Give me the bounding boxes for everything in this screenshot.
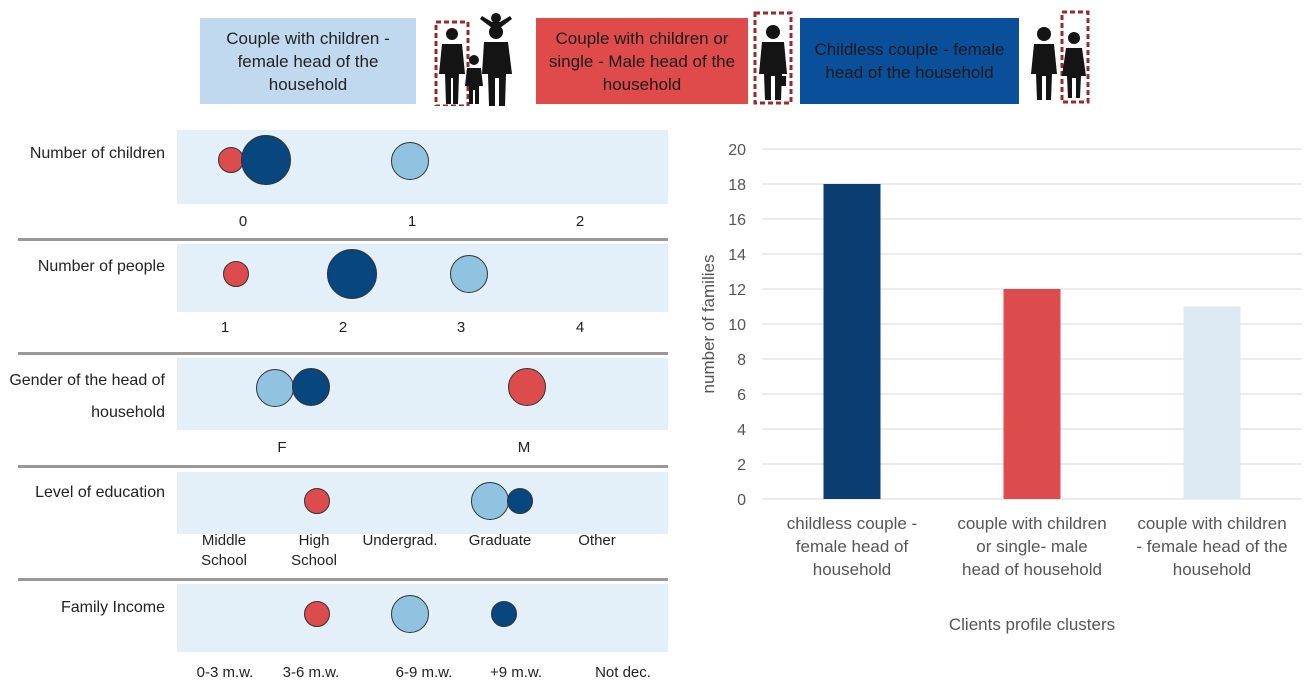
y-tick-label: 20 bbox=[728, 142, 746, 159]
legend-female-with-children: Couple with children - female head of th… bbox=[200, 18, 416, 104]
x-tick-label: couple with children - female head of the… bbox=[1136, 514, 1287, 579]
bar-chart: 0 2 4 6 8 10 12 14 16 18 20 childless couple -femal… bbox=[699, 142, 1302, 634]
couple-silhouette-icon bbox=[1031, 10, 1090, 104]
category-tick-label: 0 bbox=[238, 213, 248, 230]
category-tick-label: Not dec. bbox=[595, 664, 651, 681]
row-separator bbox=[18, 465, 668, 468]
x-tick-label: childless couple -female head of househol… bbox=[787, 514, 917, 579]
y-tick-label: 4 bbox=[737, 422, 746, 439]
bubble-light bbox=[471, 482, 509, 520]
category-tick-label: High School bbox=[291, 532, 337, 569]
category-tick-label: Middle School bbox=[201, 532, 247, 569]
bubble-dark bbox=[241, 135, 291, 185]
bubble-dark bbox=[292, 368, 330, 406]
row-label-gender-of-the-head-of-household: Gender of the head of household bbox=[9, 372, 165, 421]
category-tick-label: 1 bbox=[407, 213, 417, 230]
y-axis-label: number of families bbox=[699, 255, 718, 394]
y-tick-label: 10 bbox=[728, 317, 746, 334]
y-tick-label: 6 bbox=[737, 387, 746, 404]
x-axis-label: Clients profile clusters bbox=[949, 615, 1115, 634]
bubble-light bbox=[391, 142, 429, 180]
bar-2 bbox=[1003, 289, 1061, 499]
category-tick-label: F bbox=[277, 439, 287, 456]
category-tick-label: M bbox=[517, 439, 531, 456]
y-tick-label: 8 bbox=[737, 352, 746, 369]
category-tick-label: Undergrad. bbox=[362, 532, 438, 549]
row-band-number-of-people bbox=[177, 244, 668, 312]
category-tick-label: 6-9 m.w. bbox=[395, 664, 453, 681]
category-tick-label: +9 m.w. bbox=[489, 664, 543, 681]
bubble-light bbox=[391, 595, 429, 633]
legend-childless-female-head: Childless couple - female head of the ho… bbox=[800, 18, 1019, 104]
category-tick-label: Other bbox=[578, 532, 616, 549]
bar-1 bbox=[823, 184, 881, 499]
row-band-gender-of-the-head-of-household bbox=[177, 358, 668, 430]
bubble-red bbox=[508, 368, 546, 406]
row-separator bbox=[18, 238, 668, 241]
bubble-dark bbox=[327, 249, 377, 299]
row-separator bbox=[18, 352, 668, 355]
category-tick-label: 1 bbox=[220, 319, 230, 336]
category-tick-label: 3-6 m.w. bbox=[282, 664, 340, 681]
x-tick-label: couple with children or single- male head … bbox=[957, 514, 1106, 579]
bar-3 bbox=[1183, 306, 1241, 499]
y-tick-label: 14 bbox=[728, 247, 746, 264]
y-tick-label: 2 bbox=[737, 457, 746, 474]
category-tick-label: 3 bbox=[456, 319, 466, 336]
row-separator bbox=[18, 578, 668, 581]
bubble-light bbox=[450, 255, 488, 293]
bubble-red bbox=[304, 488, 330, 514]
row-label-number-of-people: Number of people bbox=[37, 258, 165, 275]
y-tick-label: 18 bbox=[728, 177, 746, 194]
category-tick-label: Graduate bbox=[468, 532, 532, 549]
row-label-level-of-education: Level of education bbox=[35, 484, 165, 501]
y-tick-label: 0 bbox=[737, 492, 746, 509]
bubble-red bbox=[223, 261, 249, 287]
category-tick-label: 2 bbox=[575, 213, 585, 230]
row-label-family-income: Family Income bbox=[60, 599, 165, 616]
category-tick-label: 0-3 m.w. bbox=[196, 664, 254, 681]
legend-male-head: Couple with children or single - Male he… bbox=[536, 18, 748, 104]
row-label-number-of-children: Number of children bbox=[29, 145, 165, 162]
family-silhouette-icon bbox=[434, 13, 512, 106]
man-silhouette-icon bbox=[753, 11, 793, 105]
y-tick-label: 16 bbox=[728, 212, 746, 229]
bubble-light bbox=[256, 369, 294, 407]
category-tick-label: 4 bbox=[575, 319, 585, 336]
category-tick-label: 2 bbox=[338, 319, 348, 336]
bubble-red bbox=[304, 601, 330, 627]
y-tick-label: 12 bbox=[728, 282, 746, 299]
bubble-dark bbox=[507, 488, 533, 514]
bubble-dark bbox=[491, 601, 517, 627]
row-band-level-of-education bbox=[177, 472, 668, 534]
